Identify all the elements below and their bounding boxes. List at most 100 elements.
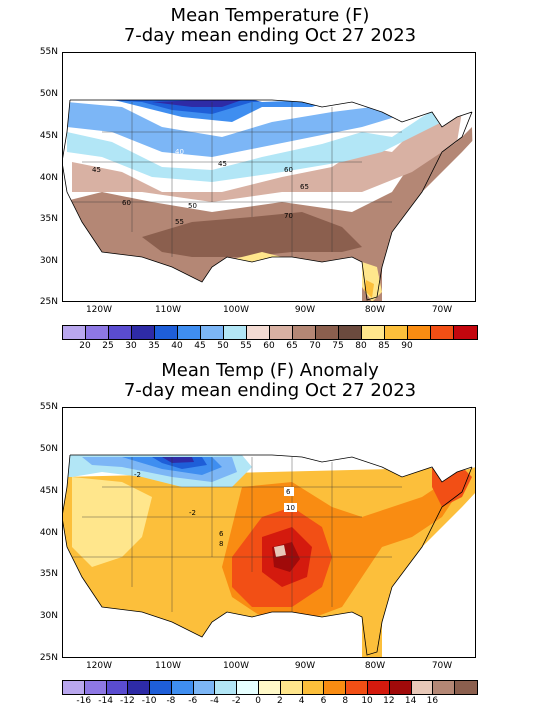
map2-colorbar-label: 2 [277, 696, 283, 706]
map2-colorbar-swatch [150, 681, 172, 694]
map1-colorbar-label: 75 [332, 341, 344, 351]
map2-subtitle: 7-day mean ending Oct 27 2023 [123, 380, 417, 401]
map1-colorbar-label: 65 [286, 341, 298, 351]
map2-colorbar-label: -4 [210, 696, 219, 706]
map2-lat-label: 55N [39, 402, 58, 412]
map2-mask-pacific [62, 455, 102, 658]
map2-colorbar-swatch [433, 681, 456, 694]
map1-lat-label: 45N [39, 131, 58, 141]
map2-colorbar-label: 14 [404, 696, 417, 706]
map1-region-light-cyan [67, 97, 462, 182]
map1-lat-label: 50N [39, 89, 58, 99]
map2-contour-label: 8 [219, 540, 223, 548]
map2-colorbar-label: -8 [166, 696, 176, 706]
map1-colorbar-swatch [201, 326, 224, 339]
map1-region-warm-brown [62, 127, 476, 302]
map2-colorbar-label: 16 [426, 696, 439, 706]
map2-title: Mean Temp (F) Anomaly [161, 360, 379, 381]
map1-title: Mean Temperature (F) [170, 5, 370, 26]
map1-colorbar-swatch [316, 326, 339, 339]
map1-colorbar [62, 325, 478, 340]
map2-contour-label: 6 [219, 530, 224, 538]
map1-temperature-map: 40 45 45 50 55 60 65 70 60 [62, 52, 476, 302]
map1-colorbar-swatch [86, 326, 109, 339]
map1-colorbar-swatch [270, 326, 293, 339]
map1-colorbar-label: 80 [355, 341, 367, 351]
map1-region-florida-orange [364, 280, 374, 298]
map1-colorbar-swatch [362, 326, 385, 339]
map2-contour-label: -2 [189, 509, 196, 517]
map1-colorbar-label: 25 [102, 341, 114, 351]
map2-contour-label: -2 [134, 471, 141, 479]
map1-colorbar-label: 85 [378, 341, 390, 351]
map2-colorbar-label: -16 [76, 696, 92, 706]
map2-region-deep-blue [152, 457, 207, 469]
map2-region-center-pale [274, 545, 286, 557]
map1-contour-label: 65 [300, 183, 309, 191]
map1-colorbar-swatch [178, 326, 201, 339]
map1-colorbar-label: 60 [263, 341, 275, 351]
map1-coastline [62, 99, 473, 301]
map1-subtitle: 7-day mean ending Oct 27 2023 [123, 25, 417, 46]
map2-contour-label: 10 [286, 504, 295, 512]
map2-lat-label: 35N [39, 569, 58, 579]
map2-colorbar-swatch [324, 681, 347, 694]
map2-colorbar-swatch [455, 681, 477, 694]
map1-contour-label: 50 [188, 202, 197, 210]
map1-lon-label: 110W [154, 305, 182, 315]
map2-state-lines [72, 457, 402, 612]
map2-lat-label: 25N [39, 653, 58, 663]
map1-lon-label: 100W [222, 305, 250, 315]
map1-lon-label: 80W [364, 305, 386, 315]
map2-lon-label: 100W [222, 661, 250, 671]
map1-colorbar-swatch [408, 326, 431, 339]
map1-colorbar-swatch [63, 326, 86, 339]
map2-lon-label: 70W [431, 661, 453, 671]
map1-colorbar-label: 90 [401, 341, 413, 351]
map1-lat-label: 25N [39, 297, 58, 307]
map1-colorbar-label: 70 [309, 341, 321, 351]
map2-colorbar-swatch [171, 681, 194, 694]
map2-coastline [62, 454, 473, 656]
map2-region-darkest-blue [162, 457, 194, 463]
map1-colorbar-swatch [385, 326, 408, 339]
map1-colorbar-label: 55 [240, 341, 252, 351]
map2-contour-label: 6 [286, 488, 291, 496]
map2-colorbar-swatch [128, 681, 151, 694]
map2-colorbar-swatch [302, 681, 325, 694]
map1-region-dark-brown [142, 212, 362, 257]
map1-colorbar-label: 20 [79, 341, 91, 351]
map2-colorbar-label: 6 [320, 696, 327, 706]
map1-contour-label: 60 [122, 199, 131, 207]
map2-colorbar-swatch [367, 681, 390, 694]
map1-state-lines [72, 102, 402, 257]
map2-colorbar-swatch [389, 681, 412, 694]
map2-colorbar-swatch [259, 681, 281, 694]
map1-colorbar-swatch [155, 326, 178, 339]
map2-colorbar-label: 12 [383, 696, 395, 706]
map2-colorbar-swatch [237, 681, 260, 694]
map2-colorbar-label: -6 [188, 696, 198, 706]
map1-lon-label: 70W [431, 305, 453, 315]
map1-colorbar-label: 30 [125, 341, 137, 351]
map1-lat-label: 35N [39, 214, 58, 224]
map2-colorbar-label: 0 [255, 696, 261, 706]
map1-contour-label: 40 [175, 148, 184, 156]
map2-colorbar [62, 680, 478, 695]
map2-lat-label: 40N [39, 528, 58, 538]
map2-lat-label: 30N [39, 611, 58, 621]
map2-colorbar-swatch [215, 681, 238, 694]
map1-mask-canada [62, 52, 476, 127]
map2-colorbar-swatch [193, 681, 216, 694]
map1-colorbar-swatch [454, 326, 477, 339]
map2-colorbar-swatch [411, 681, 434, 694]
map2-lon-label: 120W [85, 661, 113, 671]
map1-colorbar-label: 45 [194, 341, 206, 351]
map2-lon-label: 90W [294, 661, 316, 671]
map1-lat-label: 40N [39, 173, 58, 183]
map1-contour-label: 45 [218, 160, 227, 168]
map1-colorbar-swatch [109, 326, 132, 339]
map2-colorbar-swatch [346, 681, 368, 694]
map2-colorbar-label: -14 [98, 696, 113, 706]
map1-lat-label: 55N [39, 47, 58, 57]
